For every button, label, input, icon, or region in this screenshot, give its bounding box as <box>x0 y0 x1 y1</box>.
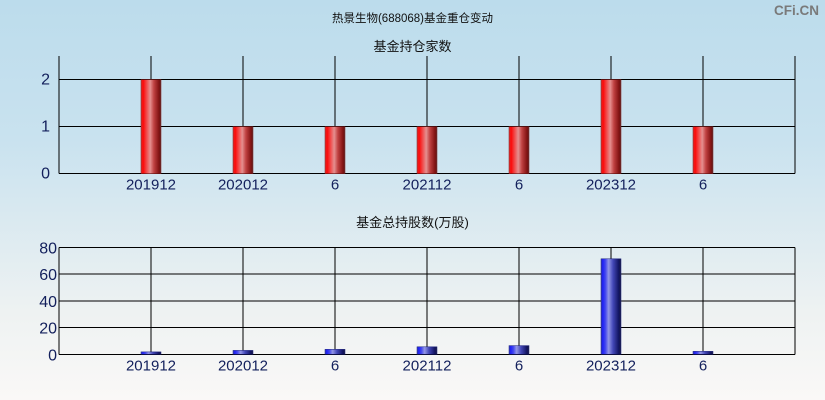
svg-text:6: 6 <box>699 177 707 194</box>
svg-text:6: 6 <box>515 177 523 194</box>
svg-text:201912: 201912 <box>126 357 176 374</box>
svg-text:6: 6 <box>331 177 339 194</box>
svg-text:0: 0 <box>41 166 50 183</box>
svg-text:6: 6 <box>699 357 707 374</box>
svg-text:2: 2 <box>41 72 50 89</box>
svg-text:202112: 202112 <box>403 177 452 194</box>
svg-text:6: 6 <box>515 357 523 374</box>
svg-text:0: 0 <box>48 347 57 364</box>
svg-text:20: 20 <box>39 321 57 338</box>
svg-text:202112: 202112 <box>403 357 452 374</box>
svg-text:202312: 202312 <box>586 177 636 194</box>
svg-text:202012: 202012 <box>218 357 268 374</box>
svg-text:1: 1 <box>41 119 50 136</box>
svg-text:202312: 202312 <box>586 357 636 374</box>
svg-text:6: 6 <box>331 357 339 374</box>
svg-text:40: 40 <box>39 294 57 311</box>
svg-text:201912: 201912 <box>126 177 176 194</box>
svg-text:60: 60 <box>39 267 57 284</box>
svg-text:80: 80 <box>39 240 57 257</box>
svg-text:202012: 202012 <box>218 177 268 194</box>
